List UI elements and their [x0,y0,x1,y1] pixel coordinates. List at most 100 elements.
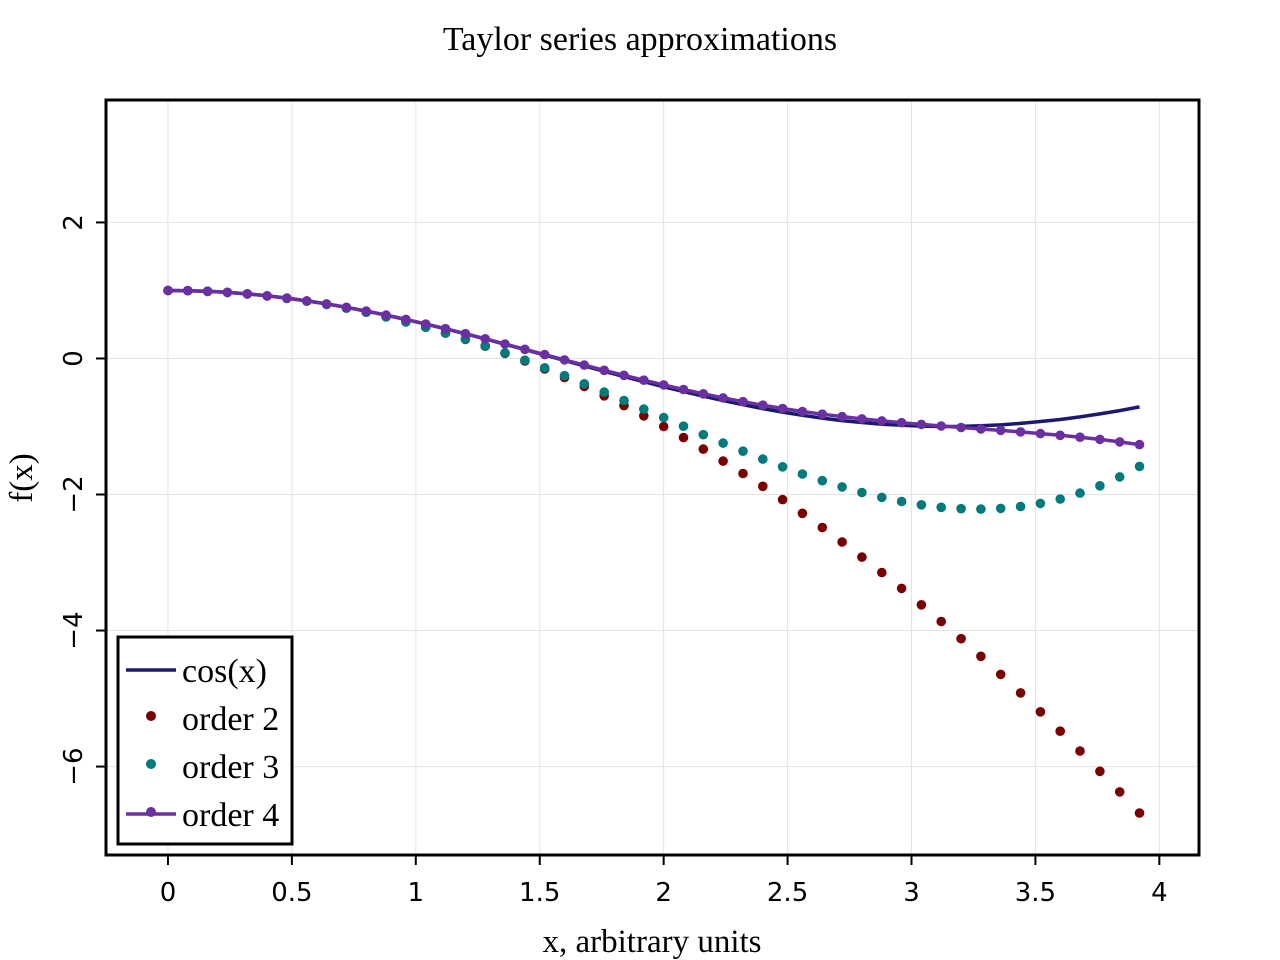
data-point-order-4 [559,355,570,365]
data-point-order-4 [361,306,372,316]
data-point-order-3 [877,492,887,503]
x-tick-label: 0.5 [271,878,312,908]
data-point-order-4 [619,370,629,381]
data-point-order-4 [381,310,391,320]
x-tick-label: 2 [655,878,672,908]
data-point-order-2 [956,633,966,644]
legend-swatch-dot [146,759,156,769]
data-point-order-4 [539,349,550,360]
data-point-order-4 [520,344,530,355]
data-point-order-4 [976,424,986,434]
data-point-order-2 [658,421,669,432]
data-point-order-4 [1055,430,1065,441]
data-point-order-3 [1015,501,1026,512]
data-point-order-3 [777,462,788,472]
data-point-order-3 [1035,498,1046,509]
series-order-3 [163,285,1145,514]
data-point-order-4 [222,287,233,298]
data-point-order-2 [1015,688,1026,698]
series-line-order-4 [167,288,1140,447]
data-point-order-3 [758,454,768,464]
legend-label: order 4 [182,797,279,834]
data-point-order-3 [559,370,570,381]
y-tick-label: 0 [59,350,89,367]
data-point-order-3 [579,379,590,389]
data-point-order-4 [599,365,609,376]
data-point-order-3 [619,395,629,406]
data-point-order-2 [1114,787,1125,797]
data-point-order-3 [857,487,867,498]
y-tick-label: 2 [59,214,89,231]
data-point-order-4 [777,403,788,414]
legend-label: order 2 [182,701,279,738]
data-point-order-2 [698,444,709,454]
data-point-order-4 [401,314,411,325]
data-point-order-4 [658,380,669,390]
data-point-order-2 [718,456,728,466]
data-point-order-2 [817,522,828,533]
data-point-order-4 [183,285,193,296]
data-point-order-4 [302,296,312,306]
data-point-order-4 [995,425,1006,436]
data-point-order-3 [698,429,709,440]
data-point-order-3 [718,438,728,448]
data-point-order-3 [539,363,550,373]
data-point-order-2 [777,494,788,505]
data-point-order-3 [1055,494,1065,504]
y-axis-label: f(x) [4,453,40,502]
legend-label: cos(x) [182,653,267,690]
data-point-order-4 [678,384,689,395]
data-point-order-2 [1035,707,1046,717]
data-point-order-4 [1075,432,1085,443]
data-point-order-3 [837,482,847,492]
data-point-order-4 [480,334,491,344]
data-point-order-3 [797,469,808,479]
data-point-order-4 [797,406,808,417]
data-point-order-2 [1134,808,1145,818]
data-point-order-4 [341,302,352,313]
data-point-order-2 [738,468,748,479]
data-point-order-3 [936,502,946,513]
data-point-order-4 [1095,434,1105,445]
y-tick-label: −2 [59,475,89,513]
data-point-order-3 [956,503,966,514]
data-point-order-3 [995,503,1006,514]
data-point-order-4 [1015,427,1026,437]
data-point-order-2 [837,537,847,547]
data-point-order-4 [936,421,946,431]
data-point-order-3 [738,446,748,457]
x-tick-label: 0 [160,878,177,908]
legend-swatch-dot [146,711,156,721]
data-point-order-4 [896,417,907,428]
data-point-order-3 [520,355,530,366]
data-point-order-3 [1095,481,1105,491]
data-point-order-2 [976,651,986,662]
data-point-order-3 [976,504,986,514]
data-point-order-4 [1035,428,1046,439]
data-point-order-4 [460,328,471,339]
data-point-order-3 [1134,461,1145,472]
legend-item-order-2: order 2 [146,701,279,738]
data-point-order-2 [857,552,867,562]
data-point-order-4 [639,375,649,386]
data-point-order-4 [321,299,332,309]
x-tick-label: 3 [903,878,920,908]
data-point-order-4 [500,339,510,349]
data-point-order-4 [956,422,966,433]
data-point-order-3 [599,387,609,397]
data-point-order-4 [817,409,828,420]
x-axis-label: x, arbitrary units [542,924,761,960]
series-order-4 [163,285,1145,450]
data-point-order-4 [420,319,431,329]
data-point-order-3 [480,341,491,351]
x-tick-label: 2.5 [767,878,808,908]
x-tick-label: 3.5 [1015,878,1056,908]
data-point-order-4 [916,419,927,430]
data-point-order-2 [678,432,689,443]
data-point-order-2 [1095,766,1105,777]
grid-lines [106,100,1199,855]
chart-title: Taylor series approximations [443,21,837,58]
data-point-order-3 [896,496,907,507]
plot-frame [104,98,1201,857]
